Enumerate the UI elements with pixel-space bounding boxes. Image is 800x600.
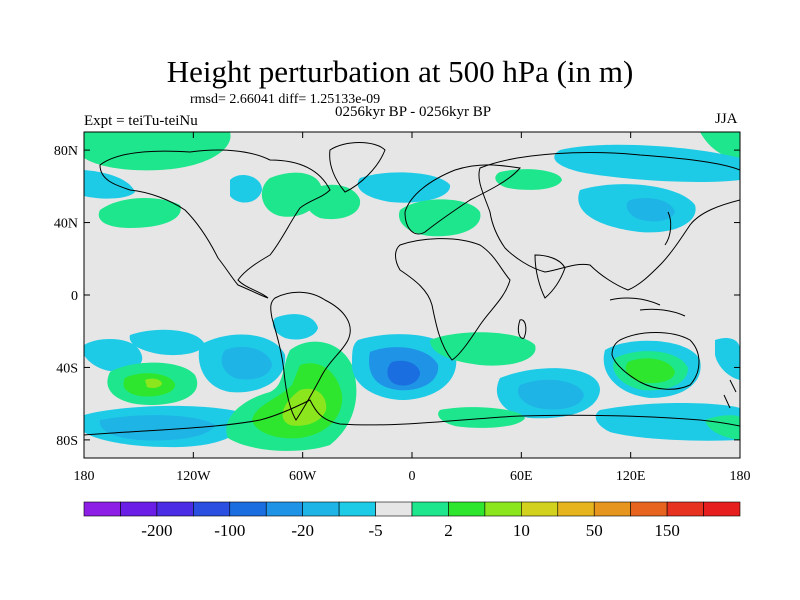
colorbar: -200 -100 -20 -5 2 10 50 150 (83, 501, 741, 540)
coast-south-america (270, 291, 351, 421)
colorbar-swatch (375, 501, 413, 517)
coast-north-america (99, 149, 331, 299)
contour-mid-pacific-cyan (129, 329, 205, 356)
coast-japan (664, 211, 672, 246)
lon-tick-label: 120W (176, 469, 211, 484)
colorbar-swatch (265, 501, 303, 517)
contour-cyan-near-sa (272, 314, 318, 340)
coast-africa (395, 238, 511, 361)
contour-atlantic-green (305, 184, 361, 220)
colorbar-swatch (338, 501, 376, 517)
colorbar-swatch (193, 501, 231, 517)
coast-asia (478, 152, 740, 291)
colorbar-swatch (83, 501, 121, 517)
lon-tick-label: 60E (510, 469, 533, 484)
colorbar-swatch (593, 501, 631, 517)
lat-tick-label: 40S (56, 361, 78, 376)
chart-title: Height perturbation at 500 hPa (in m) (166, 54, 634, 89)
contour-antarctic-green-east (438, 407, 525, 428)
coastlines (84, 142, 740, 436)
contour-asia-blue (626, 198, 675, 222)
colorbar-label: -5 (368, 521, 382, 540)
contour-australia-lgreen (625, 358, 675, 384)
contour-arctic-green-east (700, 132, 740, 160)
colorbar-label: 2 (444, 521, 453, 540)
lat-tick-label: 40N (54, 217, 78, 232)
coast-greenland (329, 142, 386, 193)
coast-antarctica (84, 399, 740, 436)
lon-tick-label: 180 (730, 469, 751, 484)
contour-natlantic-cyan (357, 172, 451, 203)
lat-tick-label: 80S (56, 434, 78, 449)
colorbar-label: 10 (513, 521, 530, 540)
coast-india (534, 254, 566, 299)
colorbar-label: 150 (654, 521, 680, 540)
colorbar-swatch (411, 501, 449, 517)
contour-south-pacific-yg (145, 378, 162, 388)
colorbar-swatch (666, 501, 704, 517)
colorbar-swatch (302, 501, 340, 517)
colorbar-swatch (120, 501, 158, 517)
axis-ticks: 80N 40N 0 40S 80S 180 120W 60W 0 60E 120E 180 (54, 132, 751, 484)
colorbar-swatch (484, 501, 522, 517)
contour-npacific-cyan (84, 170, 135, 199)
contour-satlantic-dblue (387, 360, 420, 386)
contour-east-aus-cyan (715, 338, 740, 380)
contour-sepacific-blue (221, 346, 272, 380)
colorbar-swatch (521, 501, 559, 517)
coast-australia (611, 332, 700, 390)
contour-namerica-cyan (230, 175, 262, 203)
colorbar-swatch (448, 501, 486, 517)
lon-tick-label: 60W (289, 469, 317, 484)
lon-tick-label: 120E (616, 469, 646, 484)
colorbar-label: -20 (291, 521, 314, 540)
lon-tick-label: 0 (409, 469, 416, 484)
contour-antarctic-cyan-east (595, 403, 740, 441)
lon-tick-label: 180 (74, 469, 95, 484)
contour-siberia-green (495, 169, 562, 190)
colorbar-label: 50 (586, 521, 603, 540)
lat-tick-label: 80N (54, 144, 78, 159)
contour-safrica-green (430, 332, 536, 366)
colorbar-swatch (557, 501, 595, 517)
colorbar-swatch (229, 501, 267, 517)
coast-madagascar (517, 319, 527, 339)
contour-npacific-green (98, 198, 181, 228)
coast-indonesia (609, 297, 686, 317)
contour-arctic-cyan-east (554, 144, 740, 183)
contour-south-pacific-cyan-west (84, 338, 143, 372)
season-label: JJA (715, 111, 738, 127)
coast-europe (404, 164, 521, 235)
lat-tick-label: 0 (71, 289, 78, 304)
stats-text: rmsd= 2.66041 diff= 1.25133e-09 (190, 92, 381, 107)
colorbar-label: -100 (214, 521, 245, 540)
period-label: 0256kyr BP - 0256kyr BP (334, 104, 492, 120)
colorbar-swatch (156, 501, 194, 517)
colorbar-label: -200 (141, 521, 172, 540)
colorbar-swatch (630, 501, 668, 517)
contour-layer (84, 132, 740, 451)
coast-new-zealand (723, 379, 737, 409)
contour-deep-south-blue-west (99, 415, 215, 441)
experiment-label: Expt = teiTu-teiNu (84, 113, 198, 129)
colorbar-swatch (703, 501, 741, 517)
contour-europe-green (398, 199, 481, 237)
contour-indian-blue (518, 379, 584, 410)
